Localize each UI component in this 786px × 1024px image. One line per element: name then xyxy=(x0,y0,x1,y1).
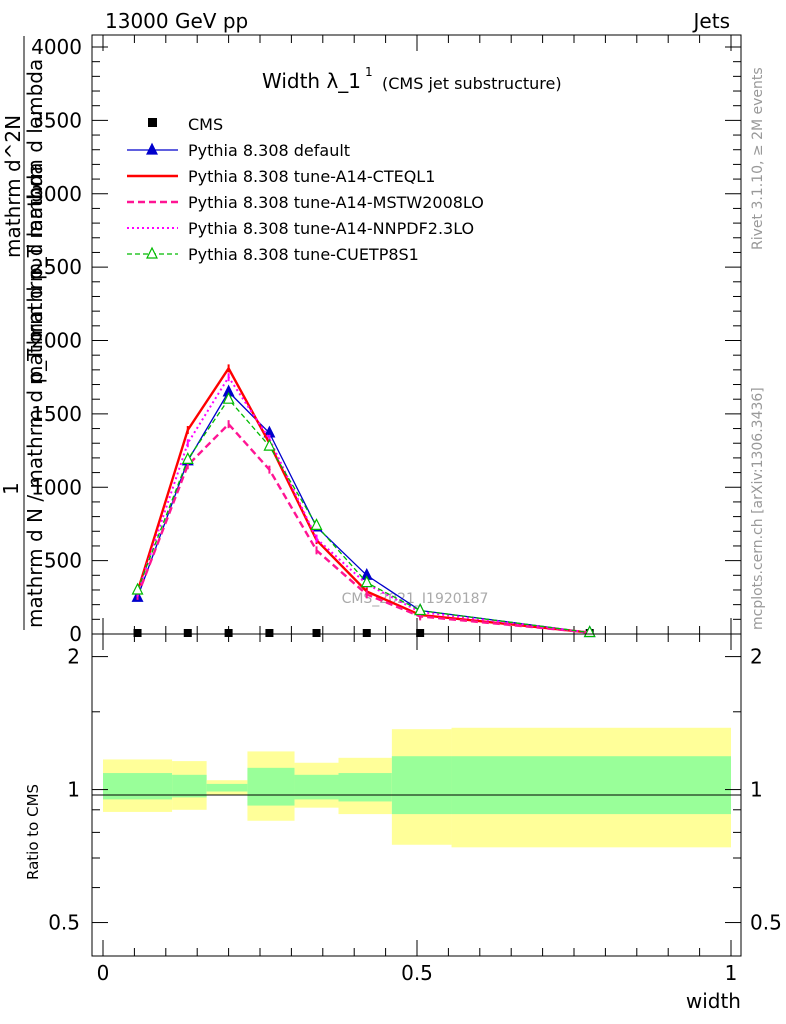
ratio-band-green xyxy=(294,774,339,800)
ratio-y-ticks: 0.5 0.5 1 1 2 2 xyxy=(48,645,782,935)
legend-label: Pythia 8.308 tune-A14-MSTW2008LO xyxy=(188,193,484,212)
ratio-y-tick-label-right: 2 xyxy=(750,645,763,669)
ylabel-frac-top: mathrm d^2N xyxy=(1,115,25,258)
ratio-band-green xyxy=(338,773,392,802)
y-tick-label: 2500 xyxy=(31,255,82,279)
y-tick-label: 3500 xyxy=(31,108,82,132)
y-tick-label: 0 xyxy=(69,622,82,646)
title-main: Width λ_1 xyxy=(262,69,361,93)
series-line xyxy=(136,366,590,634)
ylabel-main: mathrm d N / mathrm d p_T mathrm d lambd… xyxy=(23,162,47,628)
title-superscript: 1 xyxy=(365,65,373,79)
data-point-cms xyxy=(224,629,233,637)
ratio-band-green xyxy=(391,756,452,815)
series-line xyxy=(136,375,590,634)
marker-triangle xyxy=(181,452,194,464)
series-cms xyxy=(133,629,594,637)
header-energy: 13000 GeV pp xyxy=(105,9,248,33)
marker-triangle xyxy=(146,142,158,155)
ratio-y-tick-label-right: 0.5 xyxy=(750,911,782,935)
y-tick-label: 4000 xyxy=(31,35,82,59)
marker-triangle xyxy=(146,246,158,259)
ratio-y-label: Ratio to CMS xyxy=(24,784,42,880)
rivet-label: Rivet 3.1.10, ≥ 2M events xyxy=(750,67,766,250)
ratio-y-tick-label: 0.5 xyxy=(48,911,80,935)
x-tick-label: 1 xyxy=(725,961,738,985)
marker-triangle xyxy=(131,582,144,595)
y-tick-label: 500 xyxy=(44,549,82,573)
ratio-plot-panel: 0.5 0.51 12 2 0 0.5 1 Ratio to CMS xyxy=(24,633,782,985)
legend-entry: Pythia 8.308 tune-A14-NNPDF2.3LO xyxy=(127,219,474,238)
x-axis-label: width xyxy=(686,989,741,1013)
data-point-cms xyxy=(265,629,274,637)
main-plot-panel: 0 500 1000 1500 2000 2500 3000 3500 4000 CMS_202… xyxy=(31,34,742,646)
ratio-band-green xyxy=(247,767,295,806)
data-point-cms xyxy=(362,629,371,637)
header-process: Jets xyxy=(692,9,730,33)
legend-label: Pythia 8.308 tune-A14-NNPDF2.3LO xyxy=(188,219,474,238)
ratio-bands xyxy=(103,727,731,848)
ratio-band-green xyxy=(172,774,207,798)
ratio-y-tick-label: 2 xyxy=(67,645,80,669)
marker-triangle xyxy=(310,518,323,531)
plot-title: Width λ_1 1 (CMS jet substructure) xyxy=(262,65,562,93)
data-point-cms xyxy=(312,629,321,637)
title-subtitle: (CMS jet substructure) xyxy=(382,74,562,93)
marker-triangle xyxy=(414,603,427,616)
legend-label: CMS xyxy=(188,115,223,134)
main-x-ticks xyxy=(102,35,732,634)
legend-entry: CMS xyxy=(148,115,223,134)
x-tick-label: 0.5 xyxy=(401,961,433,985)
x-tick-label: 0 xyxy=(97,961,110,985)
data-point-cms xyxy=(133,629,142,637)
ratio-band-green xyxy=(451,756,731,815)
legend-marker xyxy=(148,118,157,127)
series-layer xyxy=(131,364,596,638)
legend-label: Pythia 8.308 tune-CUETP8S1 xyxy=(188,245,419,264)
main-y-axis-label: mathrm d N / mathrm d p_T mathrm d lambd… xyxy=(0,36,47,630)
ratio-y-tick-label-right: 1 xyxy=(750,778,763,802)
series-line xyxy=(136,422,590,634)
legend-entry: Pythia 8.308 tune-A14-CTEQL1 xyxy=(127,167,435,186)
data-point-cms xyxy=(416,629,425,637)
ratio-y-tick-label: 1 xyxy=(67,778,80,802)
marker-triangle xyxy=(360,575,373,588)
y-tick-label: 1500 xyxy=(31,402,82,426)
ratio-x-ticks: 0 0.5 1 xyxy=(97,634,738,985)
legend: CMS Pythia 8.308 default Pythia 8.308 tune… xyxy=(127,115,484,264)
ylabel-prefix: 1 xyxy=(0,482,23,495)
legend-entry: Pythia 8.308 tune-A14-MSTW2008LO xyxy=(127,193,484,212)
marker-triangle xyxy=(263,438,276,451)
analysis-watermark: CMS_2021_I1920187 xyxy=(342,591,489,607)
data-point-cms xyxy=(183,629,192,637)
series-line xyxy=(136,398,590,634)
main-y-ticks: 0 500 1000 1500 2000 2500 3000 3500 4000 xyxy=(31,35,741,646)
y-tick-label: 2000 xyxy=(31,329,82,353)
marker-triangle xyxy=(222,391,235,404)
y-tick-label: 3000 xyxy=(31,182,82,206)
ratio-band-green xyxy=(206,783,248,792)
mcplots-label: mcplots.cern.ch [arXiv:1306.3436] xyxy=(750,387,766,630)
ylabel-frac-bottom: mathrm d p_T mathrm d lambda xyxy=(23,59,47,385)
legend-label: Pythia 8.308 tune-A14-CTEQL1 xyxy=(188,167,435,186)
legend-entry: Pythia 8.308 tune-CUETP8S1 xyxy=(127,245,419,264)
legend-entry: Pythia 8.308 default xyxy=(127,141,350,160)
legend-label: Pythia 8.308 default xyxy=(188,141,350,160)
y-tick-label: 1000 xyxy=(31,475,82,499)
